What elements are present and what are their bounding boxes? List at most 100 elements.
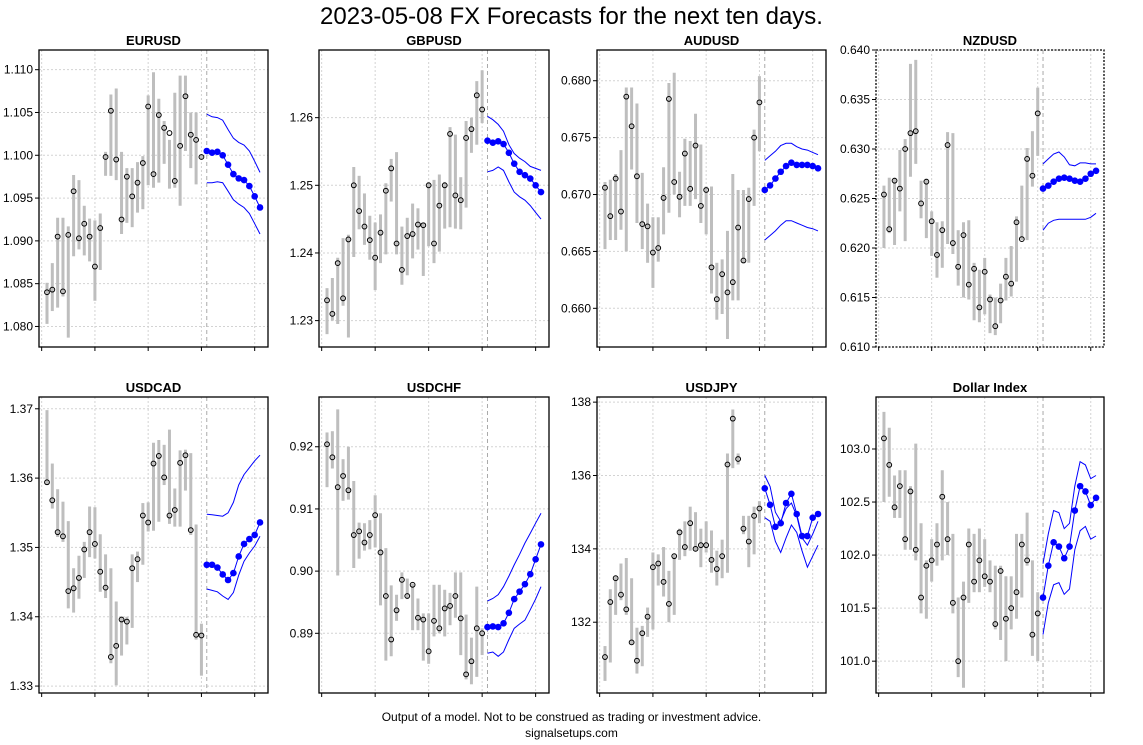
forecast-point	[814, 165, 822, 172]
history-close-point	[468, 658, 475, 665]
history-close-point	[123, 618, 130, 625]
y-tick-label: 1.100	[3, 148, 33, 162]
history-close-point	[361, 539, 368, 546]
history-close-point	[639, 630, 646, 637]
forecast-point	[804, 532, 811, 540]
y-tick-label: 136	[571, 468, 591, 482]
forecast-upper-band	[764, 475, 819, 547]
history-close-point	[949, 240, 956, 246]
history-close-point	[473, 92, 480, 99]
forecast-point	[219, 151, 227, 159]
forecast-point	[793, 510, 801, 518]
history-close-point	[745, 538, 752, 545]
forecast-point	[240, 176, 248, 184]
history-close-point	[650, 249, 656, 256]
history-close-point	[729, 415, 736, 422]
forecast-line	[487, 544, 542, 628]
history-close-point	[377, 549, 384, 556]
page-title: 2023-05-08 FX Forecasts for the next ten…	[320, 3, 823, 30]
history-close-point	[692, 545, 699, 552]
history-close-point	[382, 593, 389, 599]
history-close-point	[976, 557, 983, 564]
forecast-point	[219, 571, 227, 578]
y-tick-label: 138	[571, 395, 591, 409]
forecast-upper-band	[487, 115, 542, 171]
history-close-point	[457, 197, 464, 204]
history-close-point	[431, 240, 437, 247]
forecast-point	[526, 175, 534, 182]
history-close-point	[671, 179, 678, 185]
history-close-point	[118, 616, 125, 623]
plot-frame	[875, 49, 1105, 348]
history-close-point	[634, 657, 640, 664]
history-close-point	[1024, 557, 1031, 564]
history-close-point	[965, 281, 972, 288]
forecast-lower-band	[487, 586, 542, 657]
site-link[interactable]: signalsetups.com	[525, 726, 618, 740]
history-close-point	[1034, 110, 1041, 117]
history-close-point	[971, 578, 977, 585]
history-close-point	[934, 541, 940, 548]
y-tick-label: 0.625	[840, 192, 870, 206]
history-close-point	[891, 177, 898, 184]
history-close-point	[907, 488, 914, 495]
history-close-point	[182, 93, 189, 100]
forecast-upper-band	[764, 142, 819, 161]
forecast-point	[208, 149, 216, 157]
history-close-point	[740, 257, 747, 264]
history-close-point	[356, 528, 363, 535]
history-close-point	[923, 562, 930, 569]
forecast-point	[1087, 501, 1095, 509]
forecast-point	[224, 161, 232, 168]
history-close-point	[329, 310, 336, 317]
history-close-point	[155, 112, 162, 118]
y-tick-label: 0.630	[840, 142, 870, 156]
history-close-point	[49, 497, 56, 504]
forecast-point	[494, 138, 502, 145]
history-close-point	[447, 130, 453, 137]
history-close-point	[729, 279, 736, 286]
history-close-point	[886, 226, 893, 233]
history-close-point	[65, 588, 72, 594]
history-close-point	[655, 560, 662, 567]
forecast-point	[1050, 539, 1057, 546]
history-close-point	[628, 639, 635, 646]
history-close-point	[735, 456, 742, 462]
history-close-point	[756, 505, 763, 512]
history-close-point	[102, 154, 109, 160]
footer: Output of a model. Not to be construed a…	[0, 709, 1143, 741]
history-close-point	[123, 173, 130, 180]
history-close-point	[425, 182, 432, 189]
history-close-point	[415, 614, 421, 621]
forecast-point	[1066, 175, 1073, 182]
history-close-point	[161, 474, 168, 481]
history-close-point	[420, 222, 427, 229]
history-close-point	[891, 504, 898, 511]
history-close-point	[976, 304, 983, 311]
forecast-point	[214, 564, 221, 571]
forecast-point	[777, 168, 785, 176]
history-close-point	[177, 459, 184, 466]
forecast-point	[809, 514, 816, 521]
panel-title: AUDUSD	[684, 33, 740, 48]
forecast-point	[766, 182, 774, 189]
forecast-point	[532, 556, 539, 563]
panel-title: USDCHF	[407, 380, 461, 395]
history-close-point	[166, 130, 173, 136]
history-close-point	[719, 271, 726, 278]
history-close-point	[923, 178, 930, 185]
history-close-point	[981, 573, 988, 580]
history-close-point	[1008, 605, 1015, 612]
forecast-lower-band	[764, 517, 819, 569]
plot-frame	[318, 49, 550, 348]
forecast-point	[521, 580, 529, 588]
y-tick-label: 1.24	[290, 246, 314, 260]
history-close-point	[1003, 273, 1009, 280]
forecast-lower-band	[764, 220, 819, 241]
history-close-point	[334, 484, 341, 491]
forecast-point	[1066, 543, 1073, 550]
history-close-point	[70, 585, 77, 592]
forecast-point	[1055, 543, 1063, 550]
history-close-point	[447, 603, 453, 609]
forecast-point	[1060, 554, 1068, 562]
